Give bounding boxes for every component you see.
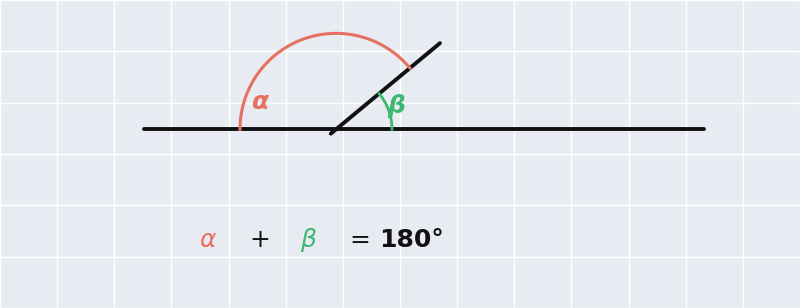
Text: 180°: 180°: [379, 228, 445, 252]
Text: α: α: [200, 228, 216, 252]
Text: β: β: [300, 228, 316, 252]
Text: β: β: [387, 94, 405, 118]
Text: +: +: [250, 228, 270, 252]
Text: α: α: [251, 90, 269, 114]
Text: =: =: [350, 228, 370, 252]
